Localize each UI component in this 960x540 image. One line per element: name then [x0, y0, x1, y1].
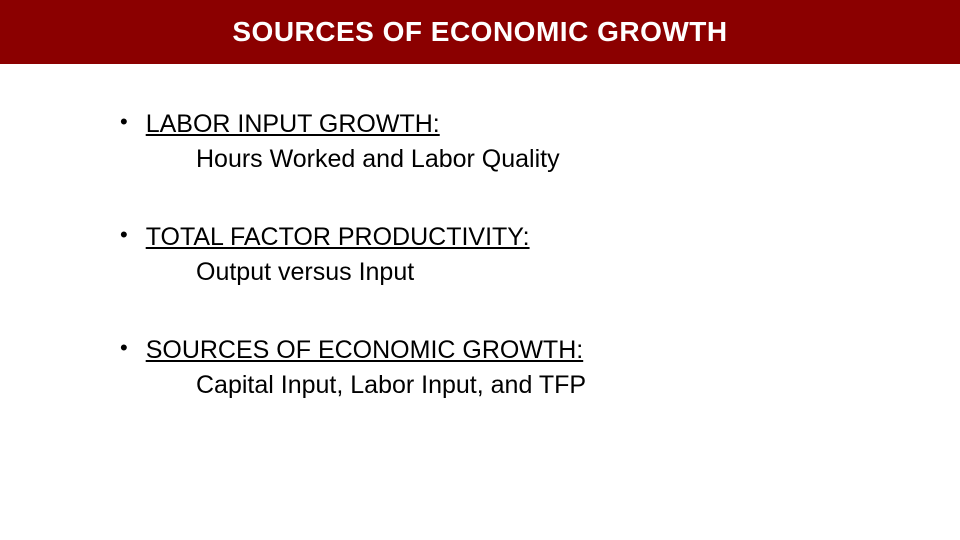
bullet-row: • TOTAL FACTOR PRODUCTIVITY:	[120, 221, 960, 254]
bullet-heading: LABOR INPUT GROWTH:	[146, 108, 440, 141]
bullet-item: • TOTAL FACTOR PRODUCTIVITY: Output vers…	[120, 221, 960, 288]
bullet-icon: •	[120, 334, 128, 363]
bullet-row: • SOURCES OF ECONOMIC GROWTH:	[120, 334, 960, 367]
slide-title: SOURCES OF ECONOMIC GROWTH	[232, 16, 727, 48]
bullet-heading: TOTAL FACTOR PRODUCTIVITY:	[146, 221, 530, 254]
bullet-subtext: Hours Worked and Labor Quality	[196, 143, 960, 176]
bullet-icon: •	[120, 221, 128, 250]
header-bar: SOURCES OF ECONOMIC GROWTH	[0, 0, 960, 64]
bullet-icon: •	[120, 108, 128, 137]
bullet-heading: SOURCES OF ECONOMIC GROWTH:	[146, 334, 584, 367]
bullet-subtext: Output versus Input	[196, 256, 960, 289]
bullet-row: • LABOR INPUT GROWTH:	[120, 108, 960, 141]
slide-content: • LABOR INPUT GROWTH: Hours Worked and L…	[0, 64, 960, 401]
bullet-item: • SOURCES OF ECONOMIC GROWTH: Capital In…	[120, 334, 960, 401]
bullet-item: • LABOR INPUT GROWTH: Hours Worked and L…	[120, 108, 960, 175]
bullet-subtext: Capital Input, Labor Input, and TFP	[196, 369, 960, 402]
